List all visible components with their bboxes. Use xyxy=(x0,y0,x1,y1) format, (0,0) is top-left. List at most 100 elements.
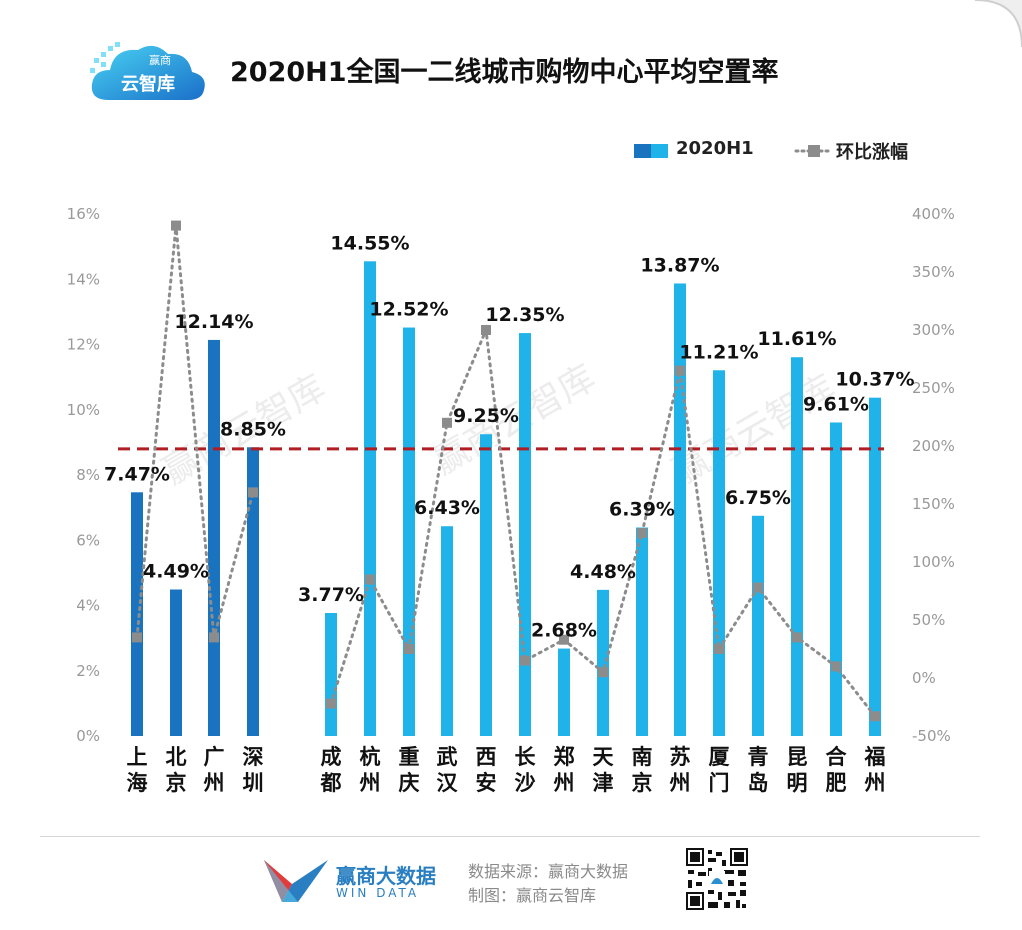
category-label-福州-1: 州 xyxy=(865,771,886,795)
mom-point-南京 xyxy=(637,528,647,538)
category-label-长沙-0: 长 xyxy=(515,745,537,769)
vacancy-chart: 赢商云智库 赢商云智库 赢商云智库0%2%4%6%8%10%12%14%16%-50… xyxy=(67,205,955,795)
mom-point-成都 xyxy=(326,698,336,709)
category-label-合肥-1: 肥 xyxy=(826,771,847,795)
category-label-西安-1: 安 xyxy=(476,771,497,795)
bar-福州 xyxy=(869,397,881,736)
bar-label-福州: 10.37% xyxy=(835,369,914,391)
chart-title: 2020H1全国一二线城市购物中心平均空置率 xyxy=(230,57,779,88)
mom-point-武汉 xyxy=(442,417,452,428)
category-label-合肥-0: 合 xyxy=(826,745,848,769)
category-label-广州-0: 广 xyxy=(204,745,225,769)
mom-point-天津 xyxy=(598,667,608,678)
bar-长沙 xyxy=(519,333,531,736)
legend-line-swatch-icon xyxy=(794,145,834,157)
mom-point-厦门 xyxy=(714,644,724,654)
bar-上海 xyxy=(131,492,143,736)
category-label-上海-0: 上 xyxy=(127,745,148,769)
mom-point-深圳 xyxy=(248,487,258,498)
bar-label-厦门: 11.21% xyxy=(679,341,758,363)
left-axis-tick: 12% xyxy=(67,336,100,354)
mom-point-郑州 xyxy=(559,634,569,645)
mom-point-苏州 xyxy=(675,365,685,376)
left-axis-tick: 0% xyxy=(76,727,100,745)
category-label-杭州-0: 杭 xyxy=(360,745,381,769)
bar-label-西安: 9.25% xyxy=(453,405,519,427)
bar-label-广州: 12.14% xyxy=(174,311,253,333)
bar-label-昆明: 11.61% xyxy=(757,328,836,350)
category-label-深圳-0: 深 xyxy=(243,745,264,769)
category-label-天津-1: 津 xyxy=(593,771,614,795)
left-axis-tick: 16% xyxy=(67,205,100,223)
bar-青岛 xyxy=(752,515,764,736)
left-axis-tick: 2% xyxy=(76,662,100,680)
windata-logo-icon xyxy=(264,860,328,902)
bar-昆明 xyxy=(791,357,803,736)
mom-point-重庆 xyxy=(404,644,414,654)
legend-bar-label: 2020H1 xyxy=(676,138,754,159)
category-label-广州-1: 州 xyxy=(204,771,225,795)
footer-source: 数据来源：赢商大数据 xyxy=(468,862,629,881)
mom-point-北京 xyxy=(171,220,181,231)
bar-label-重庆: 12.52% xyxy=(369,299,448,321)
category-label-北京-1: 京 xyxy=(166,771,187,795)
right-axis-tick: 250% xyxy=(912,379,955,397)
cloud-logo-icon xyxy=(90,42,205,100)
bar-广州 xyxy=(208,339,220,736)
watermark-2: 赢商云智库 xyxy=(666,367,842,493)
mom-point-福州 xyxy=(870,711,880,722)
right-axis-tick: 300% xyxy=(912,321,955,339)
mom-point-西安 xyxy=(481,325,491,335)
left-axis-tick: 6% xyxy=(76,531,100,549)
category-label-重庆-1: 庆 xyxy=(399,771,420,795)
category-label-昆明-1: 明 xyxy=(787,771,808,795)
footer-brand-en: WIN DATA xyxy=(336,886,420,900)
right-axis-tick: -50% xyxy=(912,727,951,745)
mom-point-青岛 xyxy=(753,582,763,593)
footer-maker: 制图：赢商云智库 xyxy=(468,886,597,905)
bar-label-天津: 4.48% xyxy=(570,561,636,583)
footer-brand-name: 赢商大数据 xyxy=(336,864,436,888)
mom-point-昆明 xyxy=(792,632,802,643)
legend-line-label: 环比涨幅 xyxy=(836,142,908,163)
bar-郑州 xyxy=(558,648,570,736)
category-label-杭州-1: 州 xyxy=(360,771,381,795)
bar-成都 xyxy=(325,613,337,736)
bar-label-上海: 7.47% xyxy=(104,463,170,485)
category-label-武汉-0: 武 xyxy=(437,745,458,769)
category-label-重庆-0: 重 xyxy=(399,745,420,769)
mom-point-合肥 xyxy=(831,661,841,672)
legend-bar-swatch-icon xyxy=(634,144,668,158)
logo-top-text: 赢商 xyxy=(149,54,171,67)
bar-label-杭州: 14.55% xyxy=(330,232,409,254)
right-axis-tick: 150% xyxy=(912,495,955,513)
category-label-南京-0: 南 xyxy=(632,745,653,769)
left-axis-tick: 14% xyxy=(67,270,100,288)
category-label-苏州-0: 苏 xyxy=(670,745,691,769)
right-axis-tick: 100% xyxy=(912,553,955,571)
mom-line-tier1 xyxy=(135,225,255,639)
bar-合肥 xyxy=(830,422,842,736)
bar-label-长沙: 12.35% xyxy=(485,304,564,326)
bar-重庆 xyxy=(403,327,415,736)
bar-西安 xyxy=(480,434,492,736)
bar-label-北京: 4.49% xyxy=(143,561,209,583)
right-axis-tick: 400% xyxy=(912,205,955,223)
mom-point-杭州 xyxy=(365,574,375,585)
category-label-厦门-0: 厦 xyxy=(709,745,730,769)
right-axis-tick: 200% xyxy=(912,437,955,455)
bar-厦门 xyxy=(713,370,725,736)
right-axis-tick: 0% xyxy=(912,669,936,687)
bar-label-苏州: 13.87% xyxy=(640,254,719,276)
bar-武汉 xyxy=(441,526,453,736)
category-label-武汉-1: 汉 xyxy=(437,771,459,795)
category-label-郑州-1: 州 xyxy=(554,771,575,795)
bar-label-合肥: 9.61% xyxy=(803,393,869,415)
bar-label-青岛: 6.75% xyxy=(725,487,791,509)
category-label-长沙-1: 沙 xyxy=(515,771,536,795)
footer-divider xyxy=(40,836,980,837)
mom-point-长沙 xyxy=(520,655,530,666)
category-label-西安-0: 西 xyxy=(476,745,497,769)
category-label-天津-0: 天 xyxy=(593,745,615,769)
